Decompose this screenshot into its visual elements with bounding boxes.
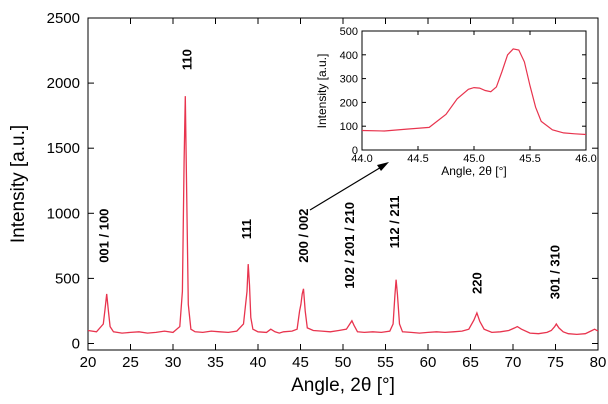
peak-label: 220 bbox=[470, 272, 485, 294]
y-tick-label: 1500 bbox=[47, 140, 80, 157]
y-tick-label: 2000 bbox=[47, 75, 80, 92]
inset-axis-ticks: 44.0 44.5 45.0 45.5 46.0 0 100 200 300 400 500 bbox=[340, 26, 597, 165]
inset-y-tick-label: 300 bbox=[340, 74, 358, 86]
inset-y-tick-label: 500 bbox=[340, 26, 358, 38]
x-tick-label: 50 bbox=[335, 354, 352, 371]
x-tick-label: 65 bbox=[462, 354, 479, 371]
inset-y-tick-label: 100 bbox=[340, 121, 358, 133]
y-axis-title: Intensity [a.u.] bbox=[8, 125, 29, 243]
peak-label: 110 bbox=[180, 49, 195, 70]
inset-x-tick-label: 46.0 bbox=[575, 153, 596, 165]
peak-label: 111 bbox=[239, 219, 254, 239]
inset-pointer-arrow bbox=[309, 165, 384, 211]
peak-label: 301 / 310 bbox=[548, 245, 563, 299]
x-tick-label: 45 bbox=[292, 354, 309, 371]
x-tick-label: 25 bbox=[122, 354, 139, 371]
x-tick-label: 20 bbox=[80, 354, 97, 371]
peak-label: 200 / 002 bbox=[296, 209, 311, 263]
peak-label: 102 / 201 / 210 bbox=[342, 202, 357, 289]
inset-y-tick-label: 400 bbox=[340, 50, 358, 62]
main-axis-ticks: 20 25 30 35 40 45 50 55 60 65 70 75 8005001000150020… bbox=[47, 10, 607, 371]
y-tick-label: 500 bbox=[55, 270, 80, 287]
x-tick-label: 35 bbox=[207, 354, 224, 371]
peak-annotations: 001 / 100 110 111 200 / 002 102 / 201 / 210 1… bbox=[96, 49, 562, 299]
x-tick-label: 30 bbox=[165, 354, 182, 371]
inset-x-tick-label: 45.0 bbox=[463, 153, 484, 165]
y-tick-label: 1000 bbox=[47, 205, 80, 222]
x-tick-label: 80 bbox=[590, 354, 607, 371]
y-tick-label: 2500 bbox=[47, 10, 80, 27]
x-tick-label: 40 bbox=[250, 354, 267, 371]
inset-series-line bbox=[361, 48, 587, 136]
main-series-line bbox=[87, 96, 599, 336]
x-tick-label: 75 bbox=[547, 354, 564, 371]
inset-y-tick-label: 200 bbox=[340, 97, 358, 109]
inset-x-axis-title: Angle, 2θ [°] bbox=[441, 164, 507, 178]
inset-y-tick-label: 0 bbox=[352, 145, 358, 157]
x-tick-label: 60 bbox=[420, 354, 437, 371]
inset-y-axis-title: Intensity [a.u.] bbox=[315, 54, 329, 129]
inset-x-tick-label: 44.0 bbox=[351, 153, 372, 165]
inset-x-tick-label: 44.5 bbox=[407, 153, 428, 165]
peak-label: 112 / 211 bbox=[387, 196, 402, 249]
inset-x-tick-label: 45.5 bbox=[519, 153, 540, 165]
arrow-head bbox=[377, 162, 389, 171]
x-axis-title: Angle, 2θ [°] bbox=[291, 375, 395, 396]
peak-label: 001 / 100 bbox=[96, 209, 111, 263]
y-tick-label: 0 bbox=[72, 335, 80, 352]
x-tick-label: 55 bbox=[377, 354, 394, 371]
x-tick-label: 70 bbox=[505, 354, 522, 371]
inset-plot-frame bbox=[361, 30, 587, 151]
